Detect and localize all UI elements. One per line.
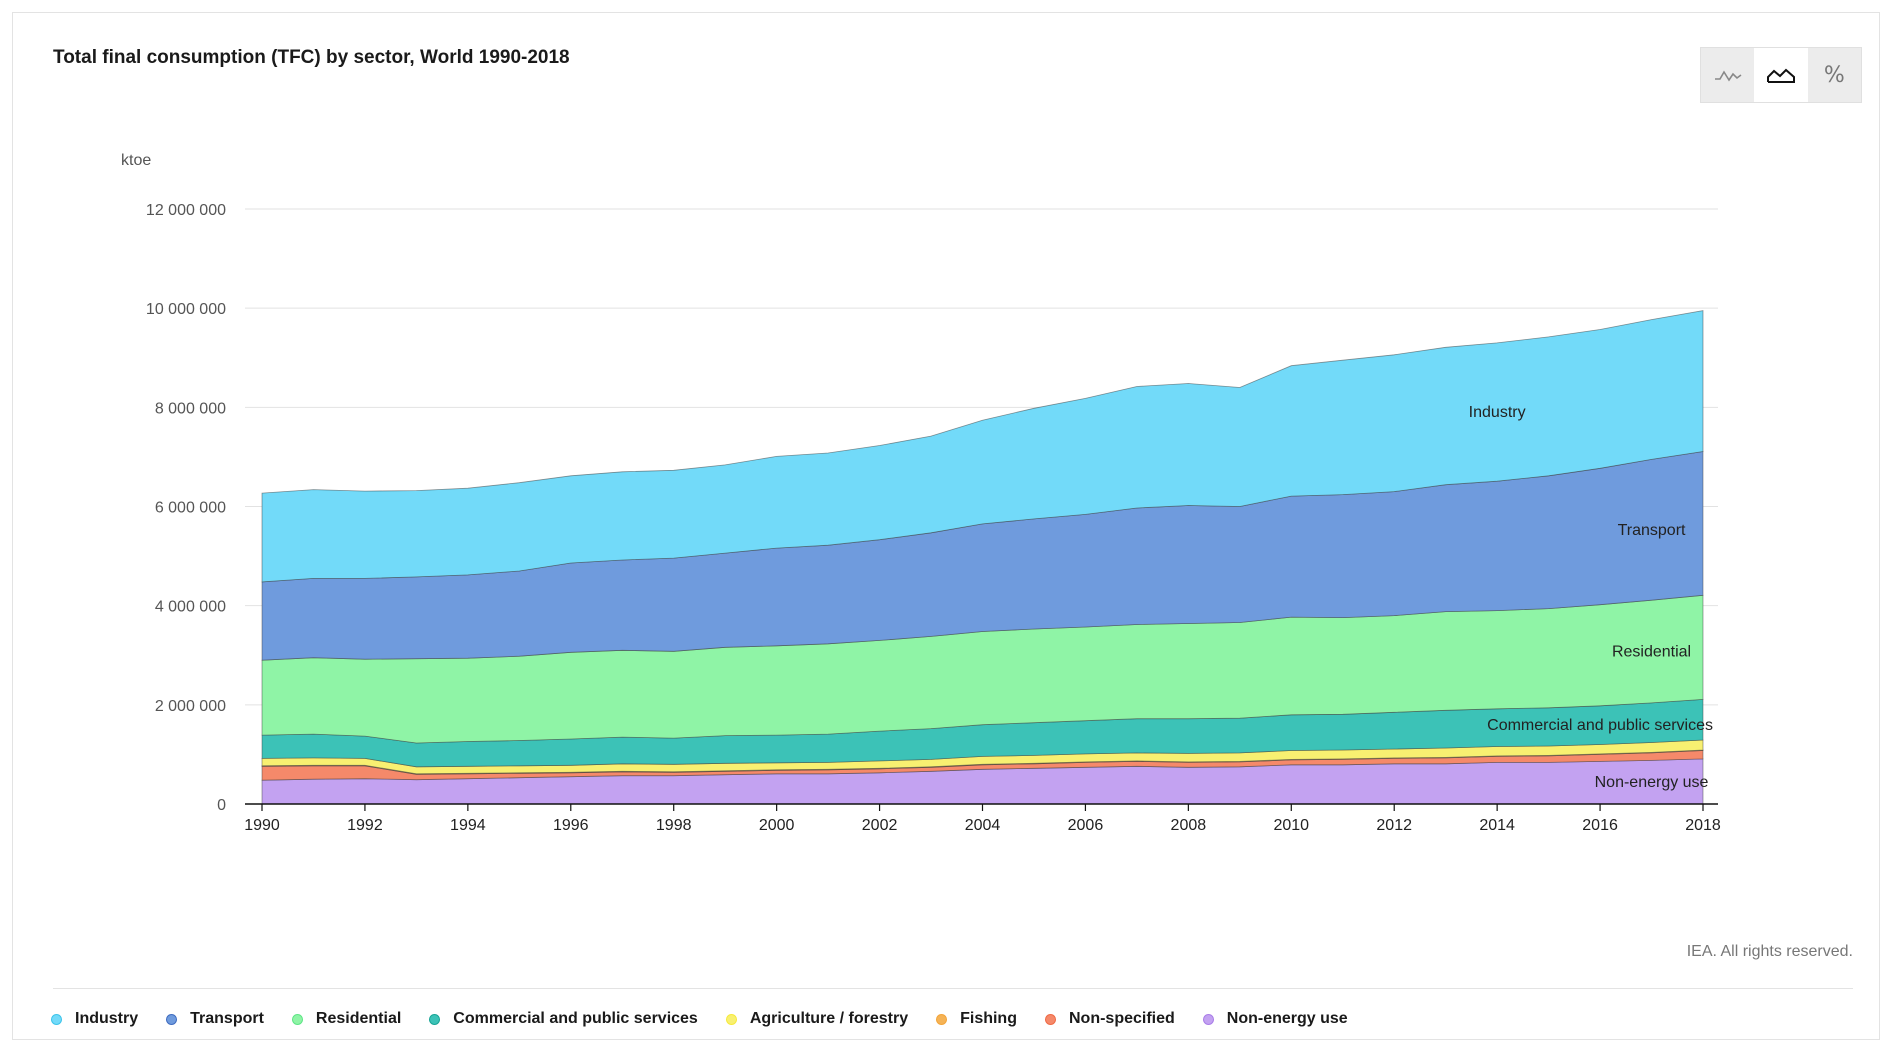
legend-divider — [53, 988, 1853, 989]
x-tick-label: 2016 — [1582, 817, 1618, 834]
chart-type-toggle: % — [1700, 47, 1862, 103]
x-tick-label: 2006 — [1068, 817, 1104, 834]
legend-swatch — [166, 1013, 178, 1025]
legend-item[interactable]: Agriculture / forestry — [725, 1010, 909, 1028]
x-tick-label: 2002 — [862, 817, 898, 834]
legend-swatch — [429, 1013, 441, 1025]
area-label: Residential — [1612, 644, 1691, 661]
chart-title: Total final consumption (TFC) by sector,… — [53, 47, 570, 68]
legend-swatch — [936, 1013, 948, 1025]
x-tick-label: 1996 — [553, 817, 589, 834]
x-tick-label: 2004 — [965, 817, 1001, 834]
x-tick-label: 1994 — [450, 817, 486, 834]
legend-label: Non-energy use — [1226, 1010, 1348, 1027]
y-tick-label: 4 000 000 — [155, 599, 226, 616]
area-label: Transport — [1618, 522, 1686, 539]
legend-label: Non-specified — [1068, 1010, 1175, 1027]
legend-item[interactable]: Non-energy use — [1202, 1010, 1348, 1028]
legend-label: Fishing — [960, 1010, 1017, 1027]
percent-icon: % — [1823, 62, 1845, 88]
legend-item[interactable]: Transport — [166, 1010, 264, 1028]
area-chart-button[interactable] — [1754, 48, 1808, 102]
x-tick-label: 2008 — [1171, 817, 1207, 834]
y-tick-label: 0 — [217, 797, 226, 814]
legend-item[interactable]: Industry — [51, 1010, 138, 1028]
x-tick-label: 2018 — [1685, 817, 1721, 834]
y-tick-label: 2 000 000 — [155, 698, 226, 715]
area-chart-icon — [1766, 68, 1795, 83]
y-tick-label: 6 000 000 — [155, 500, 226, 517]
legend-item[interactable]: Commercial and public services — [429, 1010, 698, 1028]
chart-legend: Industry Transport Residential Commercial a… — [51, 1010, 1376, 1028]
x-tick-label: 1998 — [656, 817, 692, 834]
x-tick-label: 2014 — [1479, 817, 1515, 834]
legend-label: Agriculture / forestry — [749, 1010, 909, 1027]
legend-swatch — [1202, 1013, 1214, 1025]
legend-swatch — [725, 1013, 737, 1025]
legend-swatch — [1044, 1013, 1056, 1025]
copyright-credit: IEA. All rights reserved. — [1686, 943, 1853, 960]
line-chart-icon — [1714, 70, 1742, 82]
y-tick-label: 10 000 000 — [146, 301, 226, 318]
legend-item[interactable]: Residential — [291, 1010, 402, 1028]
legend-item[interactable]: Non-specified — [1044, 1010, 1175, 1028]
y-axis-label: ktoe — [121, 152, 151, 169]
area-label: Commercial and public services — [1487, 717, 1713, 734]
y-tick-label: 12 000 000 — [146, 202, 226, 219]
area-industry — [261, 310, 1704, 583]
legend-swatch — [51, 1013, 62, 1025]
legend-item[interactable]: Fishing — [936, 1010, 1017, 1028]
x-tick-label: 1990 — [244, 817, 280, 834]
legend-label: Commercial and public services — [453, 1010, 698, 1027]
x-tick-label: 2012 — [1376, 817, 1412, 834]
area-label: Non-energy use — [1595, 774, 1709, 791]
line-chart-button[interactable] — [1701, 48, 1754, 102]
percent-chart-button[interactable]: % — [1808, 48, 1861, 102]
legend-swatch — [291, 1013, 303, 1025]
legend-label: Residential — [315, 1010, 402, 1027]
x-tick-label: 2000 — [759, 817, 795, 834]
area-label: Industry — [1469, 404, 1526, 421]
legend-label: Industry — [75, 1010, 139, 1027]
x-tick-label: 1992 — [347, 817, 383, 834]
x-tick-label: 2010 — [1273, 817, 1309, 834]
y-tick-label: 8 000 000 — [155, 400, 226, 417]
legend-label: Transport — [190, 1010, 264, 1027]
